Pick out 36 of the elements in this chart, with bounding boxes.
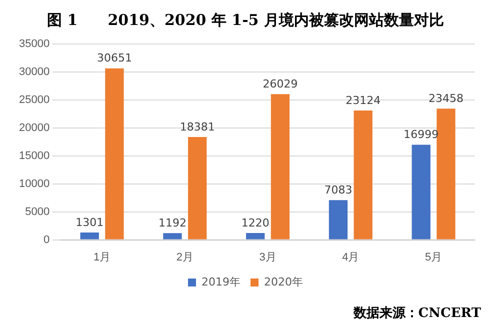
bar (188, 136, 207, 240)
data-label: 7083 (324, 184, 352, 197)
bar (328, 200, 348, 240)
bar (436, 108, 456, 240)
y-tick-label: 10000 (18, 178, 50, 190)
x-tick-label: 2月 (176, 251, 194, 264)
chart-title: 图 1 2019、2020 年 1-5 月境内被篡改网站数量对比 (47, 10, 444, 29)
y-tick-label: 35000 (18, 38, 50, 50)
y-tick-label: 15000 (18, 150, 50, 162)
bar (163, 233, 182, 240)
x-tick-label: 1月 (93, 251, 111, 264)
y-tick-label: 30000 (18, 66, 50, 78)
data-label: 1192 (158, 216, 186, 230)
legend-label: 2020年 (264, 275, 303, 288)
bar (354, 110, 372, 240)
bar (105, 68, 124, 240)
data-label: 26029 (262, 78, 298, 91)
data-label: 30651 (96, 52, 132, 65)
y-tick-label: 20000 (18, 122, 50, 134)
bar (80, 232, 99, 240)
x-tick-label: 4月 (342, 251, 360, 264)
x-tick-label: 5月 (424, 251, 442, 264)
x-tick-label: 3月 (259, 251, 276, 264)
data-label: 23458 (428, 92, 464, 105)
legend-label: 2019年 (202, 275, 241, 288)
bar (270, 94, 290, 240)
data-label: 23124 (346, 94, 381, 107)
data-label: 1220 (241, 216, 270, 230)
data-label: 18381 (180, 120, 215, 134)
y-tick-label: 5000 (25, 206, 50, 218)
y-tick-label: 0 (43, 234, 50, 246)
bar (412, 144, 430, 240)
data-label: 1301 (76, 216, 104, 229)
source-note: 数据来源：CNCERT (352, 305, 482, 322)
bar (246, 232, 265, 240)
y-tick-label: 25000 (18, 94, 50, 106)
